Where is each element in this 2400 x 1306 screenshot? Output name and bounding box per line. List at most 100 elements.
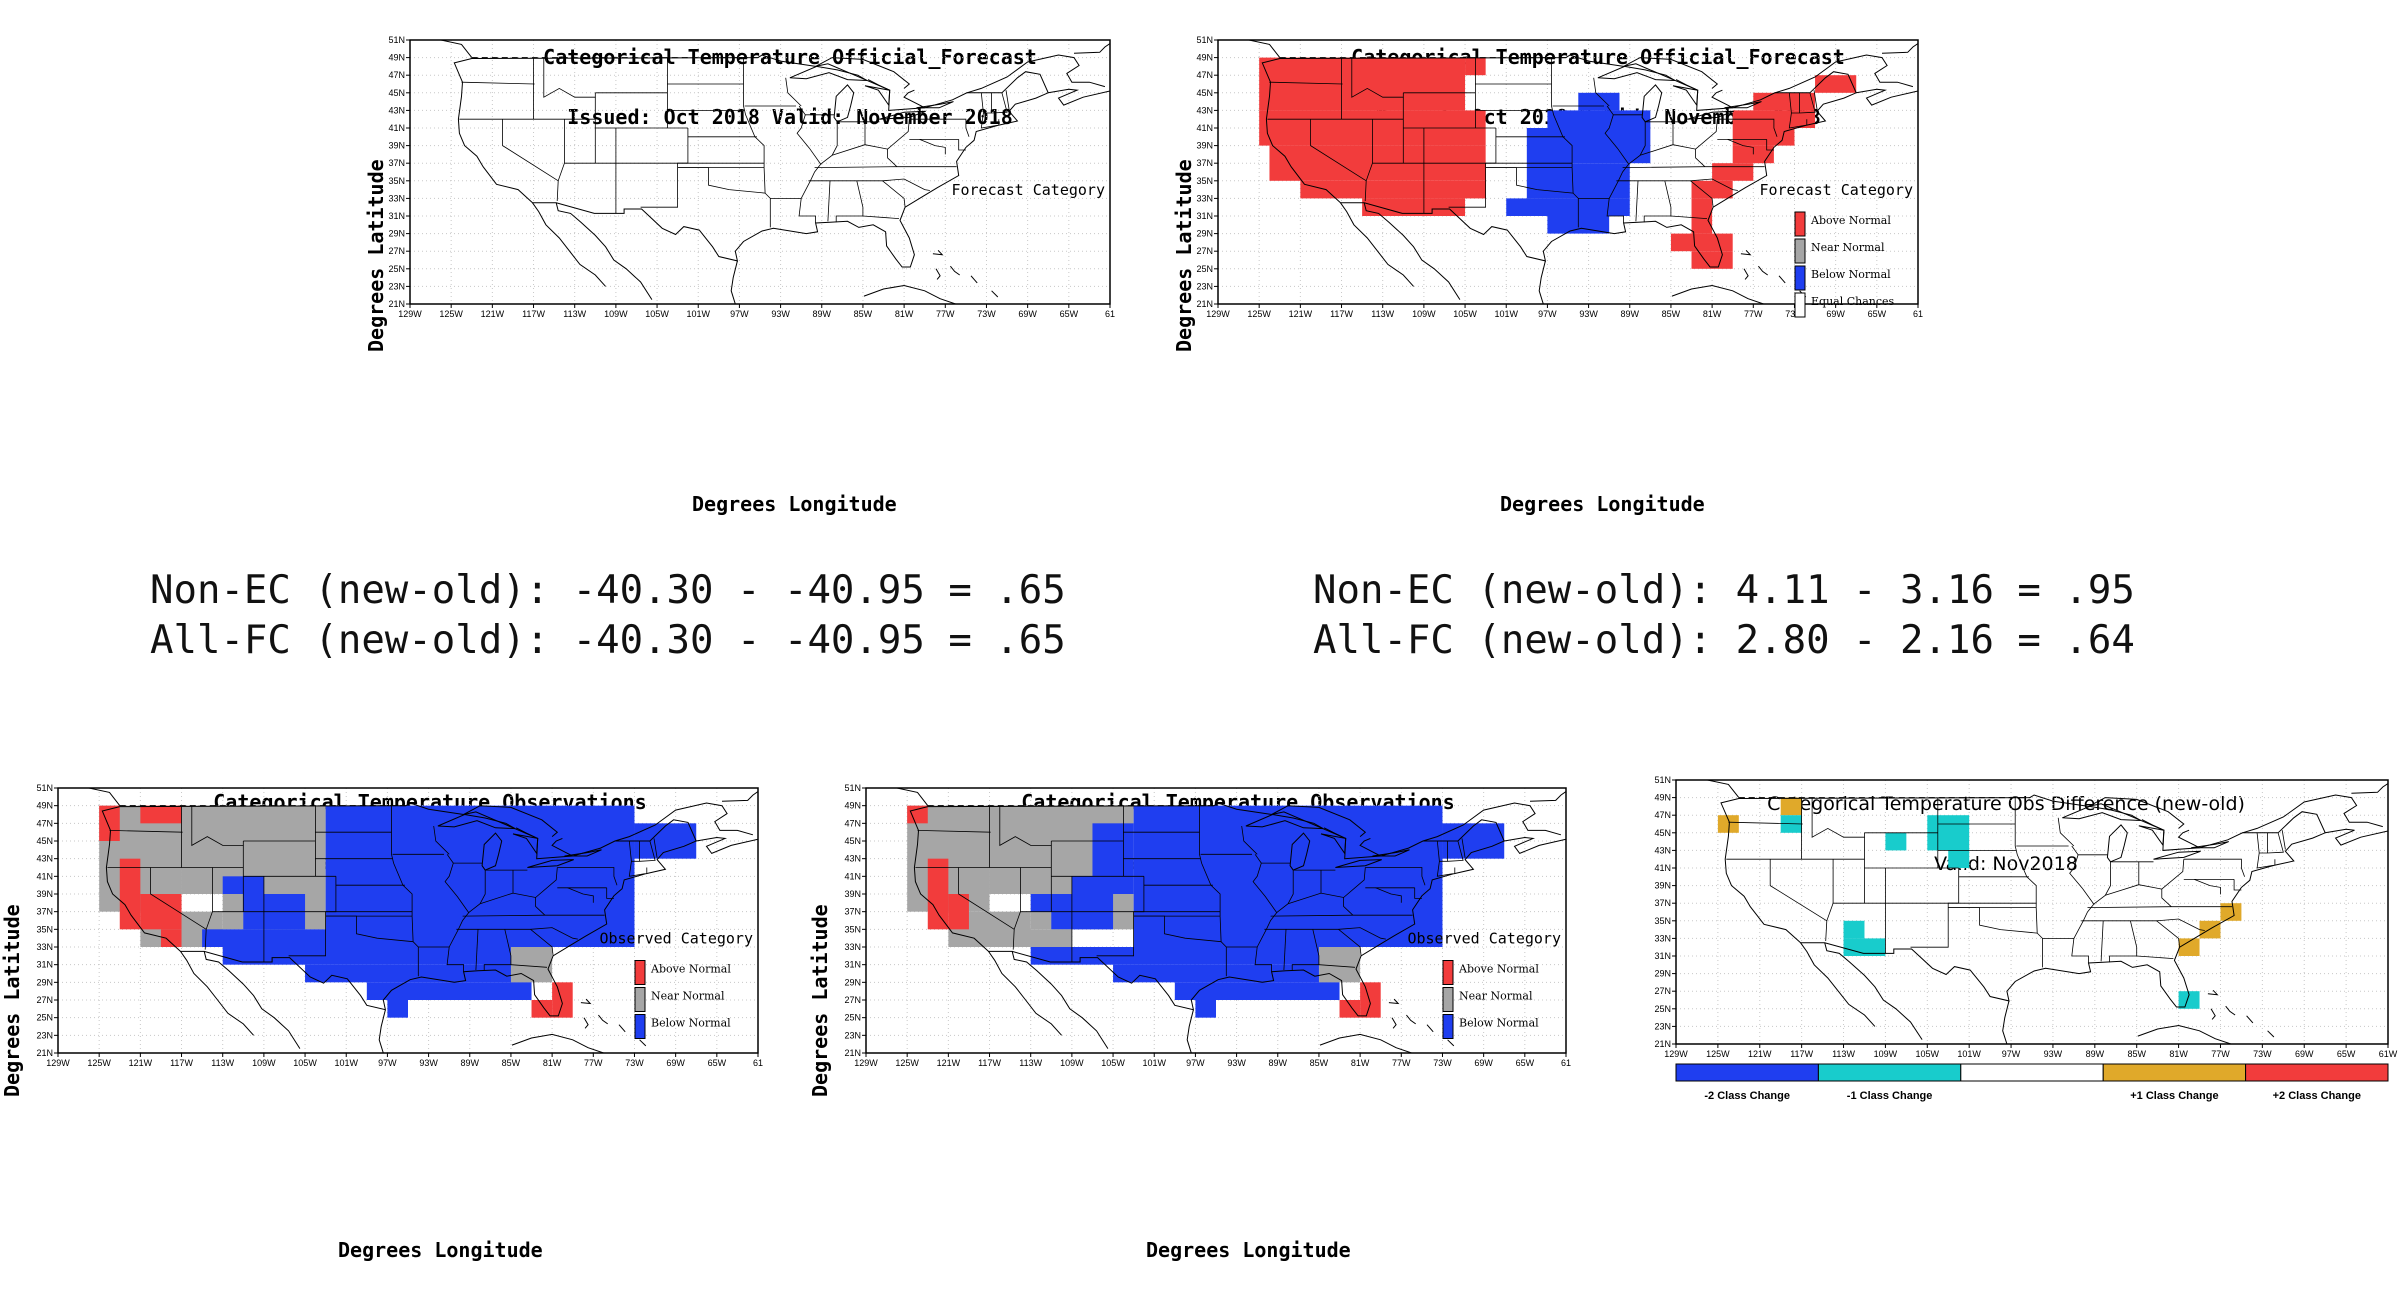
coastline <box>1740 249 1752 256</box>
lat-tick-label: 37N <box>36 907 53 917</box>
category-cell-near <box>1010 929 1072 947</box>
state-border <box>1551 57 1573 168</box>
state-border <box>1219 916 1227 977</box>
lat-tick-label: 27N <box>844 995 861 1005</box>
coastline <box>863 284 957 304</box>
great-lake <box>564 849 602 857</box>
lat-tick-label: 35N <box>1196 176 1213 186</box>
state-border <box>1639 119 1718 156</box>
legend-item-label: Below Normal <box>1459 1017 1539 1030</box>
category-cell-above <box>1691 180 1733 199</box>
lat-tick-label: 47N <box>844 818 861 828</box>
lat-tick-label: 49N <box>844 801 861 811</box>
state-border <box>109 830 183 833</box>
score-left-all-fc: All-FC (new-old): -40.30 - -40.95 = .65 <box>150 618 1066 663</box>
lon-tick-label: 117W <box>1330 309 1353 319</box>
lon-tick-label: 81W <box>895 309 914 319</box>
lat-tick-label: 25N <box>1196 264 1213 274</box>
lon-tick-label: 69W <box>1474 1058 1493 1068</box>
colorbar-label: +2 Class Change <box>2273 1090 2361 1102</box>
forecast-old-map: 129W 125W 121W 117W 113W 109W 105W 101W 97W 93W 89… <box>388 35 1115 319</box>
state-border <box>1264 927 1386 940</box>
coastline <box>378 1009 386 1053</box>
lat-tick-label: 27N <box>1196 246 1213 256</box>
coastline <box>1248 40 1281 58</box>
coastline <box>1824 942 1923 1040</box>
lat-tick-label: 23N <box>1196 281 1213 291</box>
state-border <box>1283 929 1287 971</box>
great-lake <box>2062 805 2142 821</box>
lat-tick-label: 21N <box>1654 1039 1671 1049</box>
coastline <box>2225 1005 2236 1016</box>
category-cell-minus_one <box>1948 850 1970 868</box>
coastline <box>1391 1017 1397 1029</box>
lon-tick-label: 105W <box>645 309 669 319</box>
lat-tick-label: 27N <box>36 995 53 1005</box>
state-border <box>917 830 991 833</box>
coastline <box>203 951 301 1049</box>
state-border <box>1766 139 1774 151</box>
lon-tick-label: 85W <box>1662 309 1681 319</box>
category-cell-minus_one <box>1843 938 1886 956</box>
great-lake <box>1372 849 1410 857</box>
lon-tick-label: 93W <box>419 1058 438 1068</box>
lon-tick-label: 117W <box>522 309 545 319</box>
state-border <box>1439 840 1464 862</box>
state-border <box>1364 163 1373 202</box>
state-border <box>556 163 565 202</box>
lon-tick-label: 89W <box>461 1058 480 1068</box>
obs-new-panel: Categorical Temperature Observations Val… <box>808 745 1618 1285</box>
map-frame <box>57 787 759 1054</box>
state-border <box>820 121 838 165</box>
state-border <box>564 162 617 214</box>
state-border <box>1728 821 1803 825</box>
state-border <box>2057 817 2075 847</box>
category-cell-below <box>1071 876 1134 894</box>
lat-tick-label: 31N <box>36 960 53 970</box>
lon-tick-label: 105W <box>1101 1058 1125 1068</box>
lon-tick-label: 97W <box>1538 309 1557 319</box>
lat-tick-label: 39N <box>844 889 861 899</box>
lat-tick-label: 33N <box>388 193 405 203</box>
legend-swatch-above <box>1442 960 1454 985</box>
state-border <box>1351 57 1404 98</box>
coastline <box>1758 265 1768 276</box>
lat-tick-label: 41N <box>1196 123 1213 133</box>
lon-tick-label: 77W <box>1744 309 1763 319</box>
lon-tick-label: 117W <box>1790 1049 1813 1059</box>
lat-tick-label: 41N <box>36 871 53 881</box>
lon-tick-label: 93W <box>771 309 790 319</box>
state-border <box>1269 81 1343 85</box>
map-frame <box>1675 779 2389 1045</box>
state-border <box>808 178 930 191</box>
lon-tick-label: 125W <box>1706 1049 1730 1059</box>
category-cell-below <box>366 982 532 1000</box>
coastline <box>896 788 929 807</box>
lon-tick-label: 85W <box>2127 1049 2146 1059</box>
lat-tick-label: 45N <box>388 88 405 98</box>
coastline <box>2088 797 2185 829</box>
lon-tick-label: 121W <box>1748 1049 1772 1059</box>
lon-tick-label: 109W <box>604 309 628 319</box>
lat-tick-label: 39N <box>1654 881 1671 891</box>
lon-tick-label: 77W <box>584 1058 603 1068</box>
legend-item-label: Above Normal <box>1810 214 1891 227</box>
coastline <box>2242 794 2383 834</box>
state-border <box>204 911 213 950</box>
state-border <box>831 119 910 156</box>
lat-tick-label: 51N <box>1196 35 1213 45</box>
forecast-old-x-label: Degrees Longitude <box>692 492 897 516</box>
colorbar-label: -1 Class Change <box>1847 1090 1933 1102</box>
state-border <box>1133 915 1222 943</box>
lon-tick-label: 85W <box>854 309 873 319</box>
lat-tick-label: 33N <box>844 942 861 952</box>
category-cell-above <box>1362 198 1466 216</box>
lon-tick-label: 125W <box>1247 309 1271 319</box>
state-border <box>1226 946 1272 972</box>
great-lake <box>1687 110 1734 120</box>
state-border <box>835 180 864 223</box>
lon-tick-label: 69W <box>1018 309 1037 319</box>
lat-tick-label: 33N <box>1654 933 1671 943</box>
great-lake <box>1335 859 1382 868</box>
state-border <box>543 57 596 98</box>
